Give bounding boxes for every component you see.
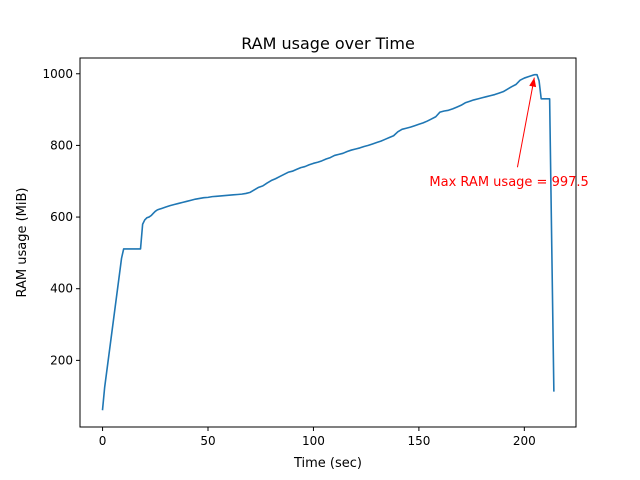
series-line-0: [101, 73, 555, 411]
y-axis-label: RAM usage (MiB): [15, 188, 30, 298]
y-tick-label: 200: [50, 353, 73, 367]
y-tick-label: 800: [50, 138, 73, 152]
x-tick-label: 0: [99, 434, 107, 448]
y-tick-label: 1000: [42, 67, 73, 81]
x-tick-label: 50: [200, 434, 215, 448]
x-tick-label: 150: [407, 434, 430, 448]
annotation-arrow-shaft: [516, 77, 535, 168]
annotation-arrow-head: [529, 77, 537, 88]
y-tick-label: 400: [50, 282, 73, 296]
chart-title: RAM usage over Time: [241, 34, 415, 53]
x-tick-label: 200: [513, 434, 536, 448]
y-tick-label: 600: [50, 210, 73, 224]
annotation-text: Max RAM usage = 997.5: [429, 175, 588, 190]
x-axis-label: Time (sec): [293, 456, 362, 471]
x-tick-label: 100: [302, 434, 325, 448]
axes-frame: [79, 57, 577, 428]
